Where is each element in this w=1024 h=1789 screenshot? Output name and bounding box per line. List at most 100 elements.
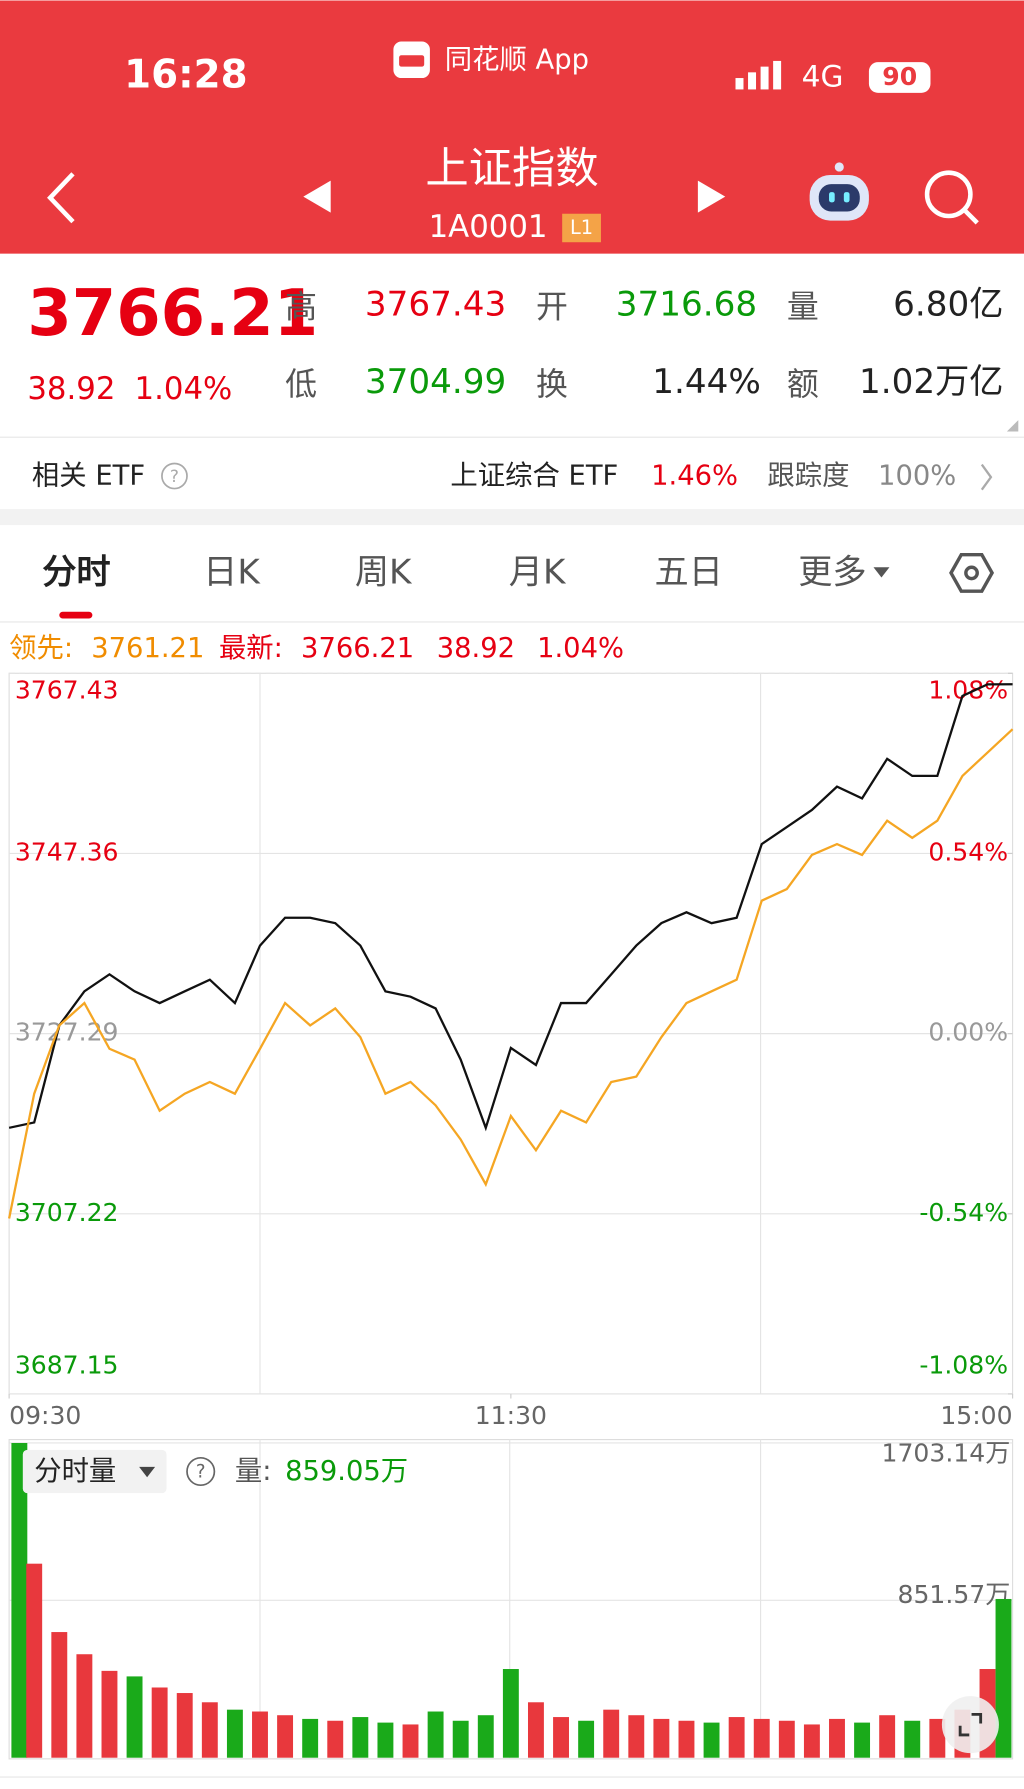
volume-bar [929,1718,946,1758]
volume-bar [277,1715,294,1758]
volume-selector[interactable] [22,1449,167,1494]
volume-bar [51,1632,68,1758]
volume-bar [778,1720,795,1758]
volume-bar [578,1720,595,1758]
y-tick-label: 3767.43 [15,676,119,705]
stat-value: 3704.99 [365,362,506,402]
volume-bar [553,1717,569,1758]
series-line [8,683,1013,1132]
chart-layer: 3687.15 3707.22 3727.29 3747.36 3767.43 -1.08… [8,672,1014,1758]
series-line [8,728,1014,1219]
tab[interactable]: 更多 [798,553,866,593]
tracking-value: 100% [878,461,956,492]
robot-eye [829,192,835,203]
volume-bar [201,1702,218,1758]
volume-bar [452,1720,469,1758]
app-icon-mark [399,55,425,67]
tab[interactable]: 分时 [42,553,110,593]
legend-value: 3766.21 [301,633,414,664]
stat-value: 3716.68 [616,285,757,325]
volume-value: 859.05万 [285,1456,408,1487]
volume-label: 量: [235,1456,272,1487]
expand-button[interactable] [941,1696,999,1754]
corner-mark [1006,420,1019,432]
spacer [0,509,1024,526]
prev-button[interactable] [303,180,331,213]
robot-antenna [834,162,844,172]
settings-button[interactable] [949,552,995,593]
robot-eye [843,192,850,203]
network: 4G [802,59,844,94]
tab-indicator [59,611,93,619]
volume-bar [176,1693,193,1758]
chevron [980,463,993,491]
tracking-label: 跟踪度 [767,461,849,492]
volume-bar [101,1670,118,1758]
volume-bar [352,1717,369,1758]
x-tick-label: 15:00 [940,1401,1012,1430]
volume-bar [377,1722,394,1758]
signal-bar [773,60,782,90]
tab[interactable]: 月K [509,553,567,593]
signal-bar [735,78,744,90]
etf-change: 1.46% [651,461,738,492]
stat-value: 1.02万亿 [859,362,1004,402]
etf-label: 相关 ETF [32,461,145,492]
next-button[interactable] [697,180,726,213]
y2-tick-label: 1.08% [928,676,1008,705]
back-button[interactable] [47,172,75,224]
volume-bar [879,1715,896,1758]
signal-bar [760,66,769,90]
stat-label: 额 [787,365,819,403]
signal-bar [748,72,757,90]
etf-row[interactable]: 相关 ETF ? 上证综合 ETF 1.46% 跟踪度 100% [32,461,993,492]
change-pct: 1.04% [135,371,233,407]
volume-bar [226,1709,243,1758]
volume-selector-label: 分时量 [34,1456,116,1487]
y-tick-label: 851.57万 [897,1580,1010,1609]
legend-value: 3761.21 [91,633,204,664]
tab[interactable]: 五日 [655,553,723,593]
tab[interactable]: 日K [203,553,261,593]
volume-bar [995,1598,1012,1758]
stat-label: 高 [285,287,317,325]
volume-bar [151,1687,168,1758]
volume-bar [76,1654,93,1758]
x-tick-label: 09:30 [9,1401,81,1430]
level-badge [562,213,601,243]
volume-bar [904,1720,921,1758]
battery [868,62,931,93]
volume-bar [803,1724,820,1758]
tab[interactable]: 周K [355,553,413,593]
legend-change: 38.92 [437,633,515,664]
y2-tick-label: 0.54% [928,837,1008,866]
assistant-button[interactable] [809,162,869,221]
app-name: 同花顺 App [445,44,589,75]
volume-bar [829,1718,845,1758]
stat-label: 开 [536,287,568,325]
volume-bar [11,1442,28,1758]
clock: 16:28 [124,52,247,97]
dropdown-arrow [873,567,890,578]
expand-icon [958,1712,983,1737]
volume-bar [854,1722,871,1758]
volume-bar [753,1718,770,1758]
y2-tick-label: -1.08% [919,1351,1008,1380]
help-icon-mark: ? [196,1462,206,1483]
y-tick-label: 1703.14万 [882,1438,1011,1467]
volume-bar [653,1718,670,1758]
volume-frame [8,1438,1014,1760]
stat-value: 1.44% [652,362,761,402]
legend-label: 领先: [9,633,73,664]
volume-bar [402,1724,419,1758]
volume-bar [126,1676,143,1758]
signal [735,60,782,90]
stat-label: 量 [787,287,819,325]
volume-bar [703,1722,720,1758]
index-code: 1A0001 [429,209,548,245]
volume-bar [302,1718,319,1758]
search-button[interactable] [924,170,979,225]
help-icon [186,1456,216,1487]
